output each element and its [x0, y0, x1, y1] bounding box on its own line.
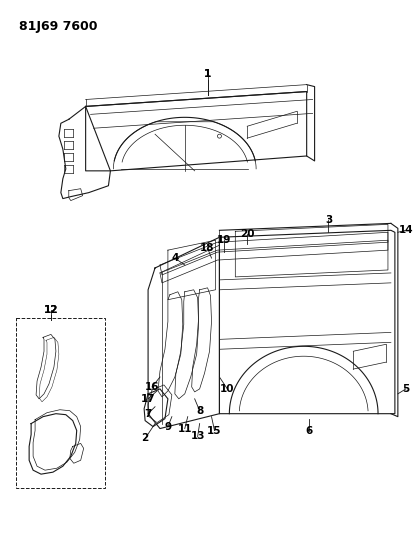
Text: 4: 4: [171, 253, 178, 263]
Text: 10: 10: [220, 384, 234, 394]
Text: 3: 3: [325, 215, 332, 225]
Text: 9: 9: [164, 422, 171, 432]
Text: 6: 6: [305, 425, 312, 435]
Text: 14: 14: [398, 225, 413, 236]
Text: 15: 15: [207, 425, 222, 435]
Text: 5: 5: [402, 384, 410, 394]
Text: 81J69 7600: 81J69 7600: [19, 20, 98, 33]
Text: 8: 8: [196, 406, 203, 416]
Text: 13: 13: [190, 432, 205, 441]
Text: 12: 12: [44, 305, 58, 314]
Text: 2: 2: [142, 433, 149, 443]
Text: 1: 1: [204, 69, 211, 79]
Text: 18: 18: [200, 243, 215, 253]
Text: 16: 16: [145, 382, 159, 392]
Text: 1: 1: [204, 69, 211, 79]
Text: 17: 17: [141, 394, 155, 404]
Text: 19: 19: [217, 235, 232, 245]
Text: 12: 12: [44, 305, 58, 314]
Text: 11: 11: [178, 424, 192, 433]
Text: 20: 20: [240, 229, 254, 239]
Text: 7: 7: [144, 409, 152, 419]
